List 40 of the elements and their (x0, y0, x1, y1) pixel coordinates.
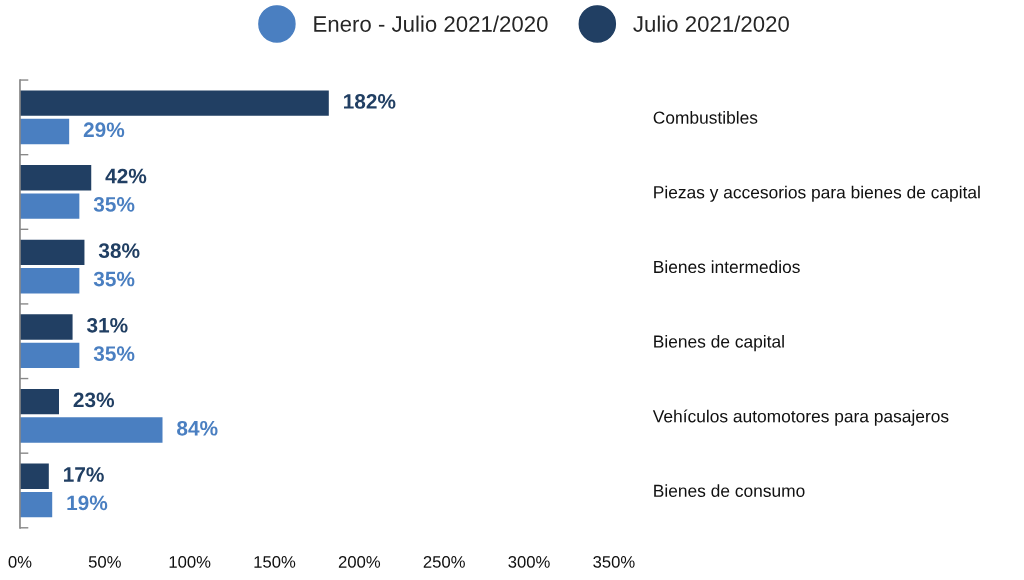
data-label: 23% (73, 392, 115, 408)
bar (19, 342, 80, 369)
y-tick-label: Combustibles (653, 111, 758, 124)
bar (19, 417, 163, 443)
legend-label: Enero - Julio 2021/2020 (314, 15, 548, 32)
data-label: 182% (344, 94, 396, 109)
x-tick-label: 200% (338, 556, 381, 568)
data-label: 31% (86, 317, 128, 333)
legend-label: Julio 2021/2020 (633, 15, 789, 32)
x-tick-label: 50% (88, 556, 121, 568)
data-label: 29% (83, 122, 125, 138)
y-tick-label: Bienes intermedios (654, 260, 800, 274)
bar (19, 463, 49, 489)
data-label: 35% (93, 271, 135, 287)
bar (19, 268, 80, 294)
data-label: 17% (64, 467, 104, 482)
data-label: 42% (105, 168, 147, 184)
data-label: 35% (93, 197, 135, 212)
data-label: 35% (93, 346, 135, 362)
x-tick-label: 150% (254, 556, 296, 568)
bar (19, 193, 80, 219)
x-tick-label: 300% (508, 556, 550, 568)
bar (19, 165, 92, 191)
y-tick-label: Piezas y accesorios para bienes de capital (654, 185, 980, 202)
bar (19, 239, 85, 266)
data-label: 19% (67, 495, 108, 511)
x-tick-label: 250% (423, 556, 465, 568)
bar (19, 90, 329, 116)
x-tick-label: 100% (169, 556, 211, 568)
bar (19, 118, 70, 145)
x-tick-label: 0% (8, 556, 32, 568)
bar (19, 388, 59, 415)
bar (19, 491, 53, 518)
y-tick-label: Bienes de capital (654, 334, 784, 352)
data-label: 38% (98, 243, 140, 259)
y-tick-label: Vehículos automotores para pasajeros (652, 409, 949, 426)
bar (19, 314, 73, 340)
x-tick-label: 350% (593, 556, 635, 568)
data-label: 84% (177, 420, 218, 436)
y-tick-label: Bienes de consumo (654, 484, 805, 497)
